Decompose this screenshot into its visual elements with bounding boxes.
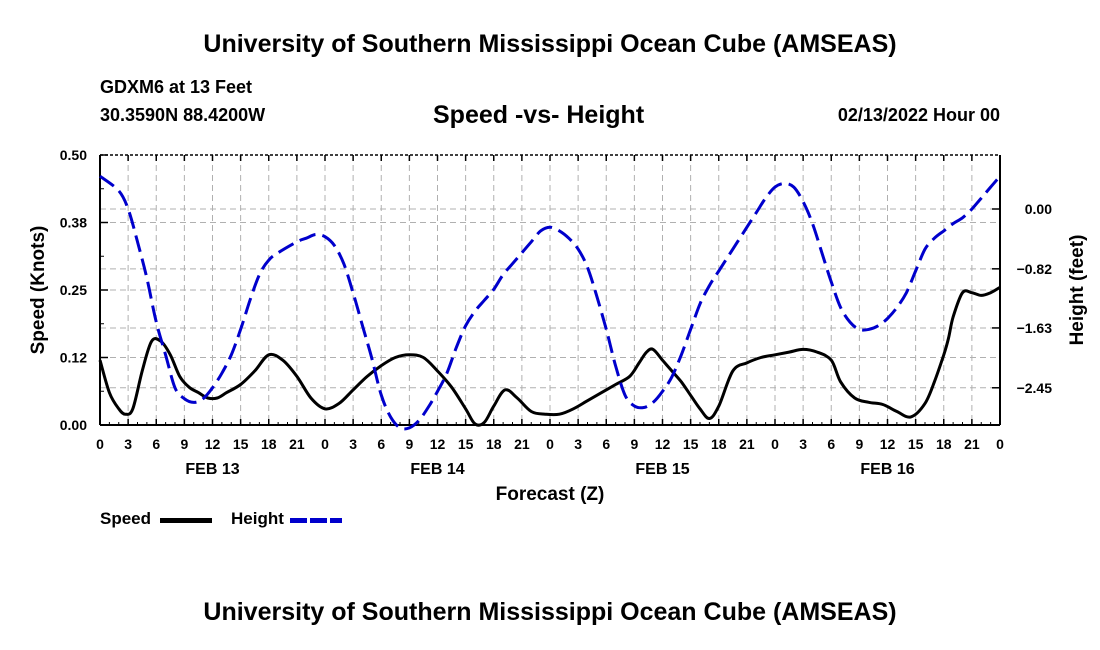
date-label: FEB 16 xyxy=(860,461,914,478)
x-tick-label: 9 xyxy=(855,436,863,452)
legend-height-swatch xyxy=(290,518,342,523)
y2-axis-title: Height (feet) xyxy=(1067,235,1088,346)
x-axis-title: Forecast (Z) xyxy=(496,484,605,505)
x-tick-label: 9 xyxy=(180,436,188,452)
date-label: FEB 13 xyxy=(185,461,239,478)
x-tick-label: 12 xyxy=(655,436,671,452)
y-tick-label: 0.25 xyxy=(60,282,87,298)
legend-height-label: Height xyxy=(231,509,284,528)
x-tick-label: 0 xyxy=(546,436,554,452)
x-tick-label: 15 xyxy=(458,436,474,452)
x-tick-label: 6 xyxy=(827,436,835,452)
x-tick-label: 18 xyxy=(711,436,727,452)
footer-title: University of Southern Mississippi Ocean… xyxy=(203,598,897,626)
x-tick-label: 12 xyxy=(430,436,446,452)
legend-speed-label: Speed xyxy=(100,509,152,528)
legend-speed-swatch xyxy=(160,518,212,523)
x-tick-label: 18 xyxy=(261,436,277,452)
y-tick-label: 0.12 xyxy=(60,350,87,366)
page-title: University of Southern Mississippi Ocean… xyxy=(203,30,897,58)
x-tick-label: 21 xyxy=(514,436,530,452)
x-tick-label: 3 xyxy=(349,436,357,452)
x-tick-label: 12 xyxy=(205,436,221,452)
x-tick-label: 15 xyxy=(683,436,699,452)
x-tick-label: 21 xyxy=(289,436,305,452)
x-tick-label: 3 xyxy=(574,436,582,452)
x-tick-label: 12 xyxy=(880,436,896,452)
y2-tick-label: 0.00 xyxy=(1025,201,1052,217)
date-label: FEB 14 xyxy=(410,461,464,478)
date-label: FEB 15 xyxy=(635,461,689,478)
x-tick-label: 6 xyxy=(602,436,610,452)
series-height-line xyxy=(99,174,1002,431)
datetime-label: 02/13/2022 Hour 00 xyxy=(837,105,1000,125)
x-tick-label: 0 xyxy=(321,436,329,452)
x-tick-label: 15 xyxy=(908,436,924,452)
x-tick-label: 9 xyxy=(630,436,638,452)
y2-tick-label: −1.63 xyxy=(1017,320,1053,336)
x-tick-label: 0 xyxy=(96,436,104,452)
y-tick-label: 0.50 xyxy=(60,147,87,163)
x-tick-label: 18 xyxy=(936,436,952,452)
y2-tick-label: −0.82 xyxy=(1017,261,1053,277)
station-label: GDXM6 at 13 Feet xyxy=(100,77,253,97)
x-tick-label: 0 xyxy=(996,436,1004,452)
x-tick-label: 3 xyxy=(124,436,132,452)
chart-subtitle: Speed -vs- Height xyxy=(433,101,645,129)
y-axis-title: Speed (Knots) xyxy=(28,226,49,355)
x-tick-label: 0 xyxy=(771,436,779,452)
series-speed-line xyxy=(98,285,1001,427)
x-tick-label: 15 xyxy=(233,436,249,452)
x-tick-label: 9 xyxy=(405,436,413,452)
x-tick-label: 18 xyxy=(486,436,502,452)
y-tick-label: 0.00 xyxy=(60,417,87,433)
x-tick-label: 21 xyxy=(964,436,980,452)
x-tick-label: 3 xyxy=(799,436,807,452)
location-label: 30.3590N 88.4200W xyxy=(100,105,266,125)
x-tick-label: 21 xyxy=(739,436,755,452)
x-tick-label: 6 xyxy=(152,436,160,452)
x-tick-label: 6 xyxy=(377,436,385,452)
y-tick-label: 0.38 xyxy=(60,215,87,231)
y2-tick-label: −2.45 xyxy=(1017,380,1053,396)
